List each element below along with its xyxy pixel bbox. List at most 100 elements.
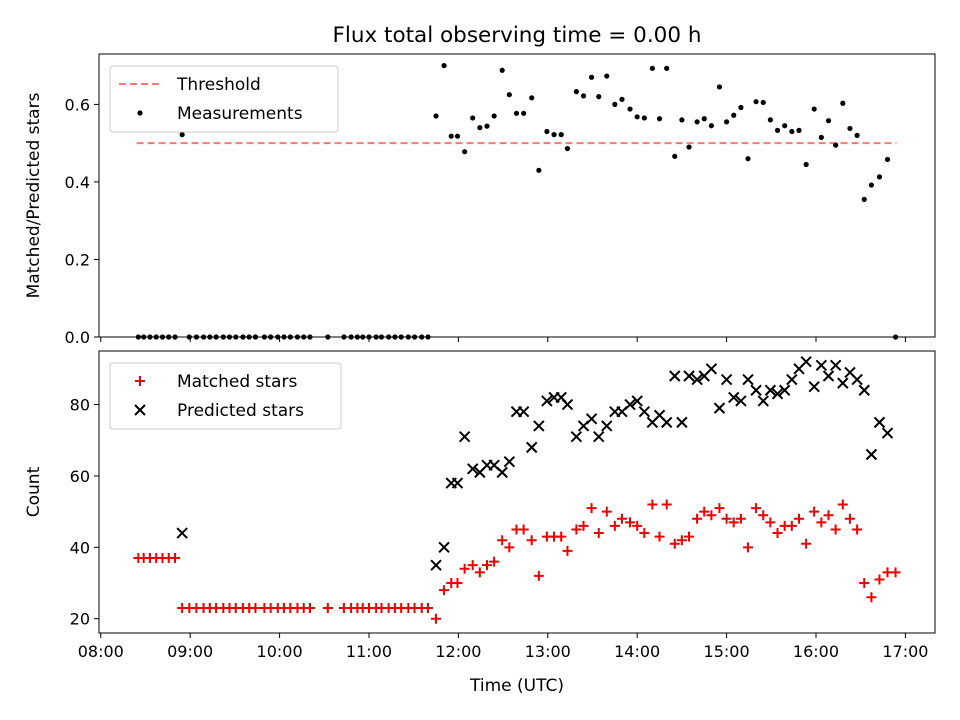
data-point	[728, 517, 739, 528]
data-point	[632, 520, 643, 531]
data-point	[141, 334, 147, 340]
data-point	[634, 114, 640, 120]
data-point	[348, 334, 354, 340]
data-point	[571, 524, 582, 535]
data-point	[496, 466, 508, 479]
plot-frame	[98, 53, 936, 338]
data-point	[837, 377, 849, 389]
data-point	[823, 510, 834, 521]
data-point	[638, 405, 651, 418]
data-point	[865, 448, 878, 461]
data-point	[533, 570, 544, 581]
data-point	[884, 156, 891, 163]
x-tick-label: 13:00	[525, 642, 571, 661]
data-point	[705, 363, 718, 375]
data-point	[481, 560, 492, 571]
data-point	[593, 430, 605, 443]
data-point	[833, 142, 839, 148]
data-point	[491, 113, 497, 119]
y-tick-label: 0.6	[65, 95, 90, 114]
data-point	[708, 123, 714, 129]
y-tick-label: 0.4	[65, 173, 90, 192]
data-point	[627, 106, 633, 112]
data-point	[459, 563, 470, 574]
data-point	[716, 84, 723, 90]
data-point	[419, 334, 425, 340]
data-point	[169, 553, 180, 564]
data-point	[676, 416, 688, 429]
y-tick-label: 0.0	[65, 328, 90, 347]
x-tick-label: 16:00	[793, 642, 839, 661]
data-point	[556, 531, 567, 542]
data-point	[275, 334, 281, 340]
x-tick-label: 14:00	[614, 642, 660, 661]
data-point	[723, 119, 730, 125]
data-point	[226, 334, 233, 340]
data-point	[159, 334, 166, 340]
data-point	[147, 334, 153, 340]
data-point	[757, 395, 769, 407]
data-point	[213, 334, 219, 340]
data-point	[830, 524, 841, 535]
data-point	[728, 391, 740, 404]
data-point	[601, 506, 612, 517]
data-point	[745, 156, 751, 162]
data-point	[354, 334, 360, 340]
data-point	[866, 592, 877, 603]
data-point	[706, 510, 717, 521]
data-point	[876, 174, 883, 180]
top-subplot: 0.0 0.2 0.4 0.6 Matched/Predicted stars Thres…	[24, 53, 936, 347]
data-point	[858, 384, 870, 396]
y-axis-label: Count	[24, 466, 44, 517]
data-point	[360, 334, 366, 340]
data-point	[669, 370, 681, 382]
y-tick-label: 20	[70, 610, 90, 629]
data-point	[466, 463, 479, 475]
data-point	[561, 398, 574, 411]
data-point	[405, 334, 411, 340]
x-tick-label: 12:00	[435, 642, 481, 661]
data-point	[518, 524, 529, 535]
data-point	[672, 153, 678, 159]
data-point	[641, 115, 647, 121]
data-point	[743, 542, 754, 553]
data-point	[750, 384, 762, 396]
data-point	[373, 334, 379, 340]
data-point	[800, 356, 812, 368]
data-point	[441, 63, 447, 69]
data-point	[801, 538, 812, 549]
data-point	[250, 603, 261, 614]
legend-entry-label: Threshold	[176, 75, 261, 95]
y-tick-label: 80	[70, 396, 90, 415]
x-tick-label: 09:00	[167, 642, 213, 661]
data-point	[811, 106, 817, 112]
data-point	[771, 388, 784, 400]
data-point	[654, 531, 665, 542]
data-point	[529, 95, 535, 101]
data-point	[772, 528, 783, 539]
data-point	[758, 510, 769, 521]
data-point	[881, 427, 894, 439]
data-point	[738, 104, 744, 111]
data-point	[874, 574, 885, 585]
data-point	[325, 334, 331, 340]
data-point	[304, 603, 315, 614]
data-point	[294, 334, 301, 340]
data-point	[774, 127, 781, 133]
data-point	[392, 334, 398, 340]
data-point	[765, 517, 776, 528]
data-point	[287, 334, 293, 340]
data-point	[454, 133, 461, 139]
data-point	[580, 93, 587, 99]
data-point	[721, 513, 732, 524]
data-point	[767, 117, 773, 123]
data-point	[558, 132, 564, 138]
data-point	[484, 123, 490, 129]
data-point	[816, 517, 827, 528]
legend: Matched stars Predicted stars	[109, 362, 342, 430]
data-point	[439, 585, 450, 596]
x-tick-label: 17:00	[882, 642, 928, 661]
data-point	[868, 182, 875, 188]
x-tick-label: 15:00	[704, 642, 750, 661]
